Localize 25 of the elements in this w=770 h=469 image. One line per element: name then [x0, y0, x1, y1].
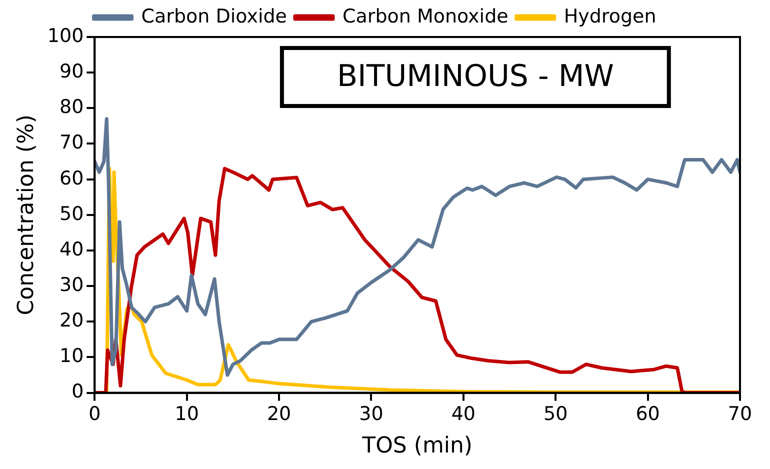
y-tick-label: 50	[59, 202, 84, 225]
x-tick-label: 0	[88, 403, 101, 426]
y-tick-label: 60	[59, 167, 84, 190]
y-tick-label: 70	[59, 132, 84, 154]
legend-label: Carbon Dioxide	[141, 5, 287, 28]
x-tick-label: 70	[728, 403, 752, 426]
x-tick-label: 40	[451, 403, 476, 426]
y-tick-label: 80	[59, 96, 84, 118]
legend-label: Hydrogen	[564, 5, 656, 28]
text: BITUMINOUS - MW	[336, 58, 614, 94]
legend-label: Carbon Monoxide	[342, 5, 508, 28]
y-tick-label: 30	[59, 274, 84, 296]
y-tick-label: 20	[59, 310, 84, 332]
y-tick-label: 10	[59, 345, 84, 368]
y-tick-label: 100	[47, 24, 84, 47]
y-tick-label: 40	[59, 238, 84, 260]
x-tick-label: 10	[174, 403, 199, 426]
x-tick-label: 30	[359, 403, 384, 426]
y-tick-label: 0	[72, 380, 84, 403]
x-axis-title: TOS (min)	[361, 434, 473, 459]
x-tick-label: 60	[636, 403, 660, 426]
y-tick-label: 90	[59, 60, 84, 83]
y-axis-title: Concentration (%)	[14, 114, 39, 316]
x-tick-label: 50	[544, 403, 568, 426]
x-tick-label: 20	[266, 403, 292, 426]
